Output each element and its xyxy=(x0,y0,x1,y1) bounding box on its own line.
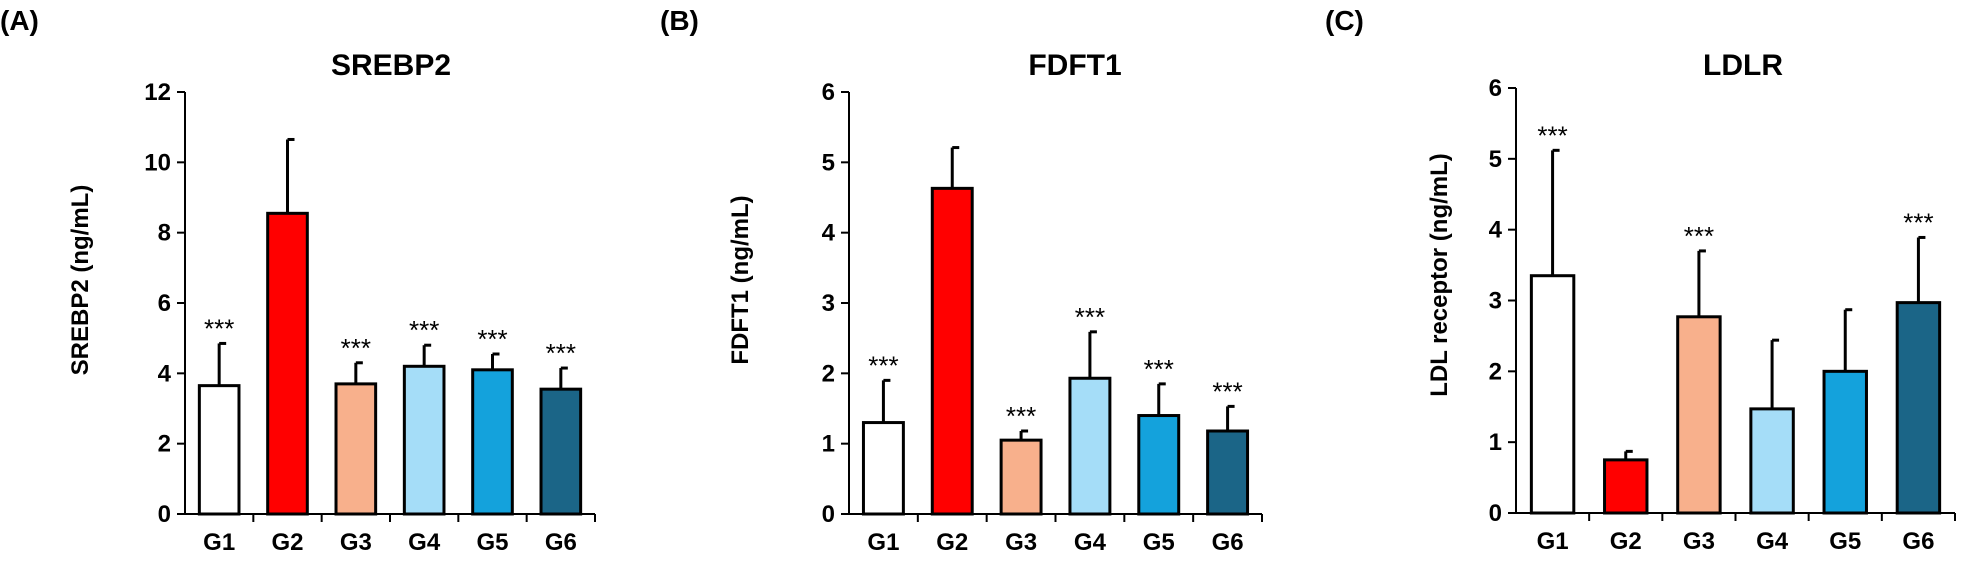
panel-a-y-tick-label: 6 xyxy=(158,290,171,317)
panel-c-axes: 0 1 2 3 4 5 6 G1 G2 G3 G4 G5 G6 xyxy=(1489,75,1956,555)
panel-a-bar-g5 xyxy=(471,368,514,516)
panel-b-significance-label: *** xyxy=(1144,354,1174,384)
panel-c-bar-g6 xyxy=(1895,301,1942,515)
panel-c-category-label: G4 xyxy=(1756,528,1789,555)
panel-a-significance-label: *** xyxy=(477,324,507,354)
panel-c-title: LDLR xyxy=(1703,49,1783,82)
panel-a-category-label: G2 xyxy=(271,529,303,556)
panel-c-y-tick-label: 0 xyxy=(1489,500,1502,527)
panel-c-y-tick-label: 2 xyxy=(1489,358,1502,385)
panel-a-category-label: G5 xyxy=(476,529,508,556)
panel-c-bars: *** *** *** xyxy=(1529,120,1942,515)
panel-a-y-axis-label: SREBP2 (ng/mL) xyxy=(67,185,94,376)
panel-a-y-tick-label: 4 xyxy=(158,360,172,387)
panel-b-y-tick-label: 4 xyxy=(822,220,836,247)
panel-b-bar-g6 xyxy=(1206,429,1250,516)
panel-b-bar-g4 xyxy=(1068,376,1112,516)
panel-b-category-label: G5 xyxy=(1143,529,1175,556)
panel-b-y-tick-label: 2 xyxy=(822,360,835,387)
panel-b: (B) FDFT1 FDFT1 (ng/mL) 0 1 2 3 4 5 6 G1 G2 G3 G4 G… xyxy=(660,5,1263,556)
panel-b-bar-g2 xyxy=(930,186,974,516)
panel-a-significance-label: *** xyxy=(546,338,576,368)
panel-a-category-label: G6 xyxy=(545,529,577,556)
panel-c-significance-label: *** xyxy=(1684,221,1714,251)
panel-b-y-axis-label: FDFT1 (ng/mL) xyxy=(727,195,754,364)
panel-a-category-label: G3 xyxy=(340,529,372,556)
panel-a-significance-label: *** xyxy=(341,333,371,363)
panel-c: (C) LDLR LDL receptor (ng/mL) 0 1 2 3 4 5 6 G1 G… xyxy=(1325,5,1956,555)
panel-c-category-label: G1 xyxy=(1537,528,1569,555)
panel-a-bar-g6 xyxy=(539,387,583,516)
panel-a-bars: *** *** *** *** *** xyxy=(197,137,583,516)
panel-b-category-label: G4 xyxy=(1074,529,1107,556)
panel-b-significance-label: *** xyxy=(868,350,898,380)
panel-a: (A) SREBP2 SREBP2 (ng/mL) 0 2 4 6 8 10 12 G1 G2 G… xyxy=(0,5,596,556)
panel-b-axes: 0 1 2 3 4 5 6 G1 G2 G3 G4 G5 G6 xyxy=(822,79,1263,556)
panel-c-bar-g1 xyxy=(1529,274,1576,515)
panel-b-y-tick-label: 3 xyxy=(822,290,835,317)
panel-a-title: SREBP2 xyxy=(331,49,451,82)
panel-c-y-tick-label: 1 xyxy=(1489,429,1502,456)
panel-b-significance-label: *** xyxy=(1006,401,1036,431)
panel-a-bar-g1 xyxy=(197,384,241,516)
panel-a-y-tick-label: 8 xyxy=(158,220,171,247)
panel-a-bar-g4 xyxy=(402,364,446,516)
panel-b-letter: (B) xyxy=(660,5,699,36)
panel-c-y-tick-label: 6 xyxy=(1489,75,1502,102)
panel-b-bars: *** *** *** *** *** xyxy=(861,146,1250,516)
panel-c-bar-g3 xyxy=(1676,315,1722,515)
panel-c-significance-label: *** xyxy=(1537,120,1567,150)
panel-b-category-label: G1 xyxy=(867,529,899,556)
panel-b-bar-g3 xyxy=(999,438,1043,516)
panel-c-category-label: G5 xyxy=(1829,528,1861,555)
panel-c-category-label: G3 xyxy=(1683,528,1715,555)
panel-a-y-tick-label: 0 xyxy=(158,501,171,528)
panel-a-category-label: G1 xyxy=(203,529,235,556)
panel-c-y-tick-label: 5 xyxy=(1489,146,1502,173)
panel-c-y-tick-label: 3 xyxy=(1489,288,1502,315)
panel-a-y-tick-label: 2 xyxy=(158,431,171,458)
panel-a-significance-label: *** xyxy=(409,315,439,345)
panel-c-y-tick-label: 4 xyxy=(1489,217,1503,244)
panel-b-significance-label: *** xyxy=(1075,302,1105,332)
panel-a-axes: 0 2 4 6 8 10 12 G1 G2 G3 G4 G5 G6 xyxy=(144,79,596,556)
panel-a-y-tick-label: 10 xyxy=(144,149,171,176)
panel-c-category-label: G6 xyxy=(1902,528,1934,555)
panel-a-letter: (A) xyxy=(0,5,39,36)
panel-c-bar-g5 xyxy=(1822,369,1868,515)
panel-b-category-label: G2 xyxy=(936,529,968,556)
panel-c-y-axis-label: LDL receptor (ng/mL) xyxy=(1426,153,1453,397)
panel-c-bar-g4 xyxy=(1749,407,1795,515)
panel-b-y-tick-label: 5 xyxy=(822,149,835,176)
panel-b-bar-g1 xyxy=(861,421,905,516)
panel-c-bar-g2 xyxy=(1603,458,1649,515)
panel-b-title: FDFT1 xyxy=(1028,49,1121,82)
panel-a-category-label: G4 xyxy=(408,529,441,556)
panel-b-significance-label: *** xyxy=(1212,376,1242,406)
panel-b-y-tick-label: 6 xyxy=(822,79,835,106)
panel-a-significance-label: *** xyxy=(204,313,234,343)
panel-c-category-label: G2 xyxy=(1610,528,1642,555)
panel-a-bar-g2 xyxy=(266,211,309,516)
panel-b-category-label: G6 xyxy=(1212,529,1244,556)
panel-b-y-tick-label: 1 xyxy=(822,431,835,458)
panel-c-significance-label: *** xyxy=(1903,207,1933,237)
panel-a-y-tick-label: 12 xyxy=(144,79,171,106)
panel-b-category-label: G3 xyxy=(1005,529,1037,556)
panel-b-y-tick-label: 0 xyxy=(822,501,835,528)
panel-b-bar-g5 xyxy=(1137,414,1181,516)
panel-c-letter: (C) xyxy=(1325,5,1364,36)
panel-a-bar-g3 xyxy=(334,382,378,516)
